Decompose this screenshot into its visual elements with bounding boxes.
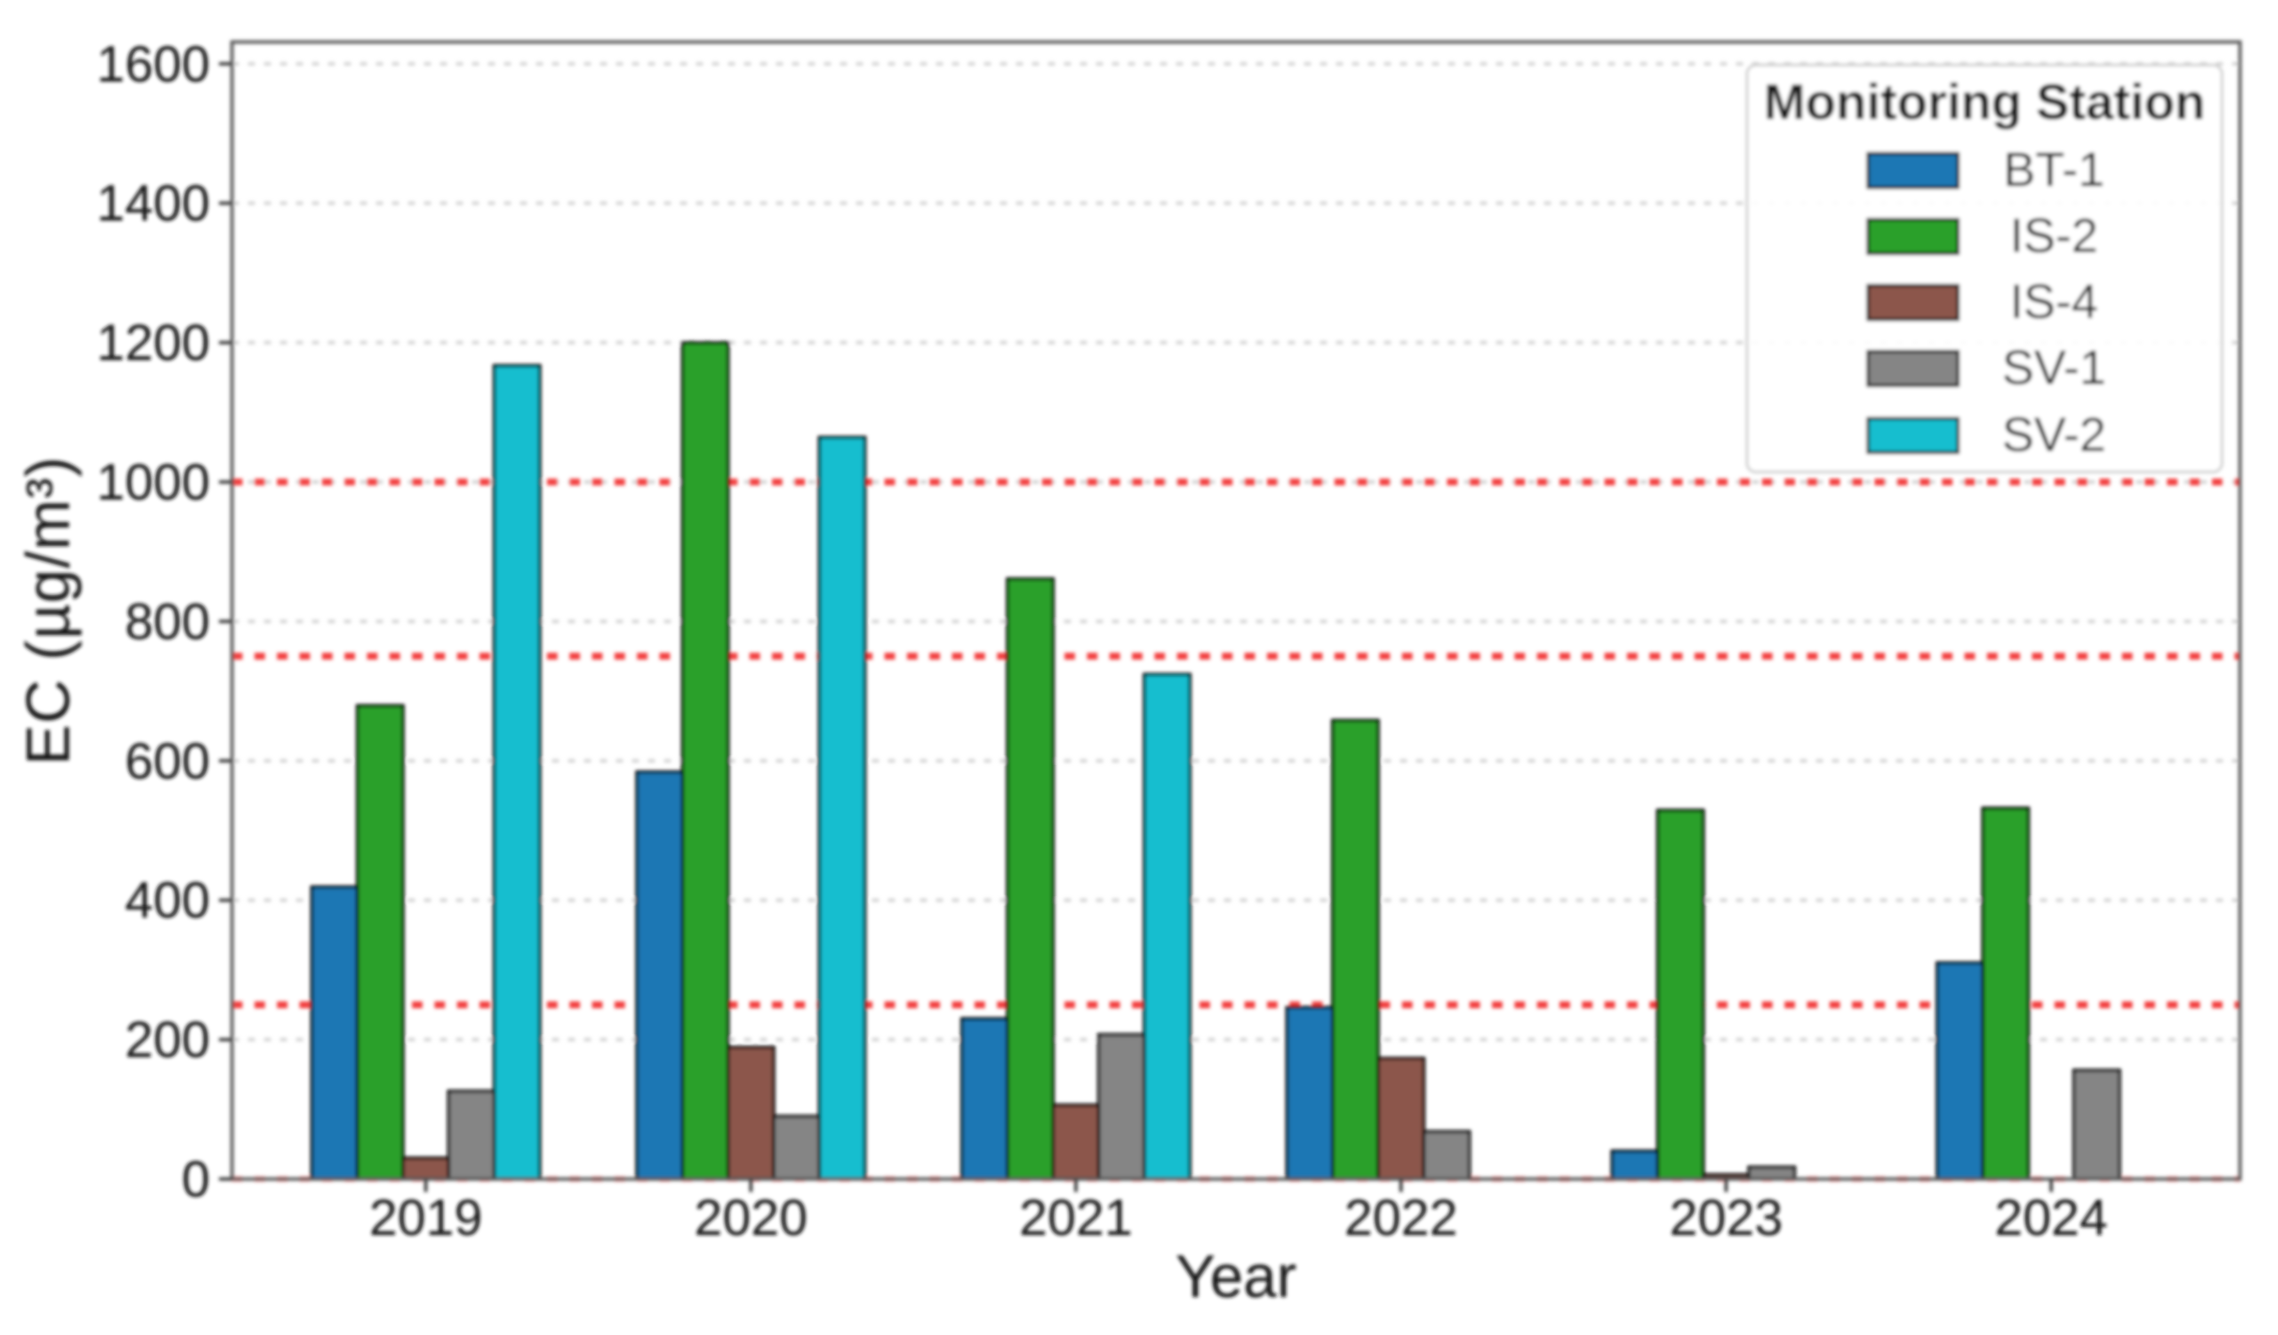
svg-text:Year: Year bbox=[1175, 1243, 1296, 1310]
svg-text:EC (µg/m³): EC (µg/m³) bbox=[14, 456, 82, 765]
svg-text:1600: 1600 bbox=[97, 35, 210, 92]
svg-text:1000: 1000 bbox=[97, 454, 210, 511]
svg-text:2022: 2022 bbox=[1344, 1189, 1457, 1246]
svg-text:Monitoring Station: Monitoring Station bbox=[1764, 74, 2206, 130]
svg-text:IS-2: IS-2 bbox=[2010, 210, 2098, 263]
svg-text:2021: 2021 bbox=[1019, 1189, 1132, 1246]
svg-text:800: 800 bbox=[125, 593, 210, 650]
svg-text:200: 200 bbox=[125, 1011, 210, 1068]
svg-text:0: 0 bbox=[182, 1151, 210, 1208]
svg-text:400: 400 bbox=[125, 872, 210, 929]
svg-text:SV-2: SV-2 bbox=[2002, 409, 2106, 462]
svg-text:SV-1: SV-1 bbox=[2002, 342, 2106, 395]
svg-text:1400: 1400 bbox=[97, 175, 210, 232]
svg-text:2023: 2023 bbox=[1669, 1189, 1782, 1246]
svg-text:IS-4: IS-4 bbox=[2010, 276, 2098, 329]
svg-text:600: 600 bbox=[125, 732, 210, 789]
svg-text:2019: 2019 bbox=[369, 1189, 482, 1246]
svg-text:2024: 2024 bbox=[1994, 1189, 2107, 1246]
svg-text:1200: 1200 bbox=[97, 314, 210, 371]
svg-text:2020: 2020 bbox=[694, 1189, 807, 1246]
svg-text:BT-1: BT-1 bbox=[2003, 144, 2104, 197]
